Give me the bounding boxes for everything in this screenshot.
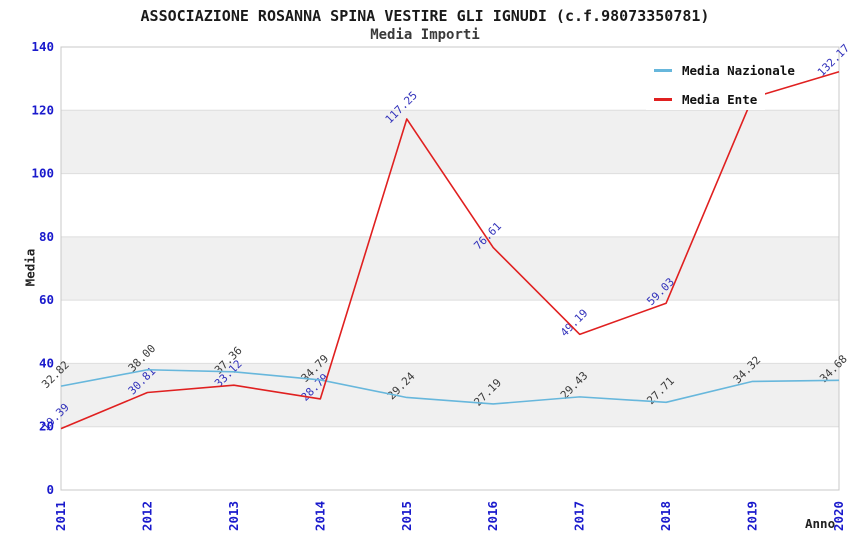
x-axis-title: Anno <box>805 516 836 531</box>
plot-band <box>61 236 839 301</box>
x-tick-label-2018[interactable]: 2018 <box>658 501 673 531</box>
y-tick-label-0: 0 <box>46 482 54 497</box>
y-tick-label-20: 20 <box>39 419 54 434</box>
plot-band <box>61 110 839 174</box>
x-tick-label-2013[interactable]: 2013 <box>226 501 241 531</box>
plot-border <box>60 46 840 491</box>
y-tick-label-120: 120 <box>31 102 54 117</box>
plot-band <box>61 363 839 427</box>
y-tick-label-80: 80 <box>39 229 54 244</box>
legend-label-media-nazionale: Media Nazionale <box>682 63 795 78</box>
legend-swatch-media-nazionale-icon <box>654 69 672 72</box>
legend-item-media-nazionale[interactable]: Media Nazionale <box>646 60 803 81</box>
y-tick-label-40: 40 <box>39 355 54 370</box>
y-tick-label-100: 100 <box>31 166 54 181</box>
line-media-nazionale[interactable] <box>60 368 840 405</box>
x-tick-label-2015[interactable]: 2015 <box>399 501 414 531</box>
x-tick-label-2012[interactable]: 2012 <box>139 501 154 531</box>
line-media-ente[interactable] <box>60 71 840 430</box>
legend-label-media-ente: Media Ente <box>682 92 758 107</box>
legend-item-media-ente[interactable]: Media Ente <box>646 89 766 110</box>
y-tick-label-60: 60 <box>39 292 54 307</box>
legend-swatch-media-ente-icon <box>654 98 672 101</box>
x-tick-label-2011[interactable]: 2011 <box>53 501 68 531</box>
x-tick-label-2014[interactable]: 2014 <box>312 501 327 531</box>
legend: Media Nazionale Media Ente <box>646 60 803 110</box>
chart-title: ASSOCIAZIONE ROSANNA SPINA VESTIRE GLI I… <box>140 7 710 25</box>
chart-subtitle: Media Importi <box>370 27 480 43</box>
data-label-media-ente-2017: 49.19 <box>558 307 591 340</box>
x-tick-label-2019[interactable]: 2019 <box>745 501 760 531</box>
y-tick-label-140: 140 <box>31 39 54 54</box>
x-tick-label-2016[interactable]: 2016 <box>485 501 500 531</box>
x-tick-label-2017[interactable]: 2017 <box>572 501 587 531</box>
x-tick-label-2020[interactable]: 2020 <box>831 501 846 531</box>
y-axis-title: Media <box>22 248 38 287</box>
